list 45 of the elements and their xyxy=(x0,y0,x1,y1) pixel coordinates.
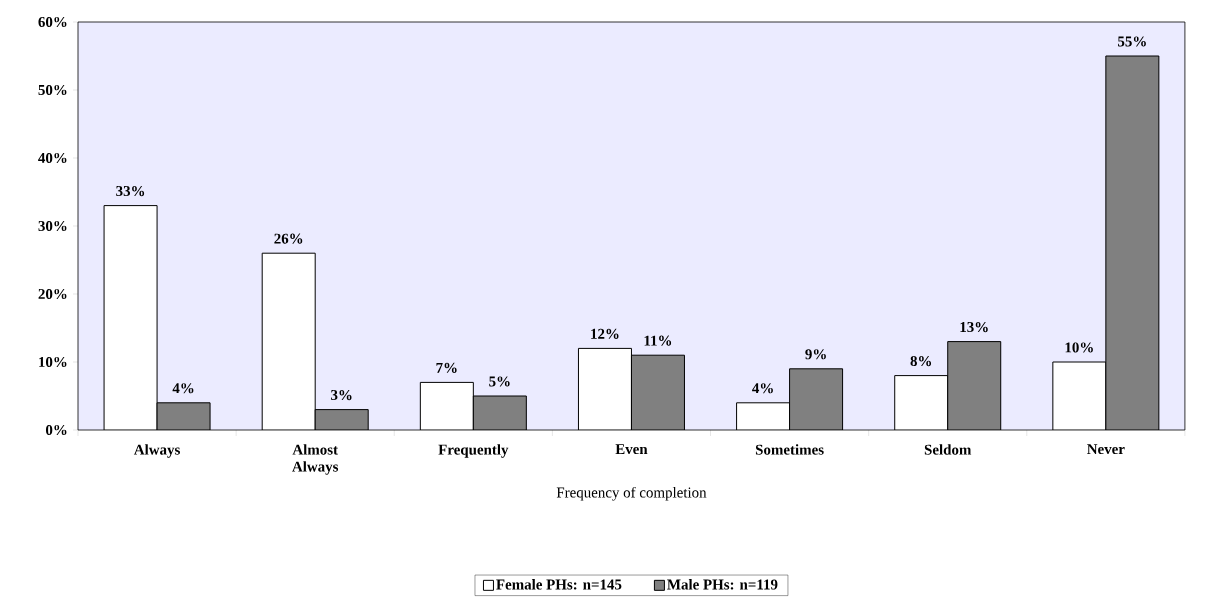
bar xyxy=(156,402,211,430)
bar xyxy=(314,409,369,430)
data-label: 4% xyxy=(172,383,194,394)
x-axis-title: Frequency of completion xyxy=(556,486,707,501)
bar xyxy=(736,402,791,430)
x-tick-label: Seldom xyxy=(924,444,972,455)
bar xyxy=(420,382,474,430)
bar xyxy=(789,368,844,430)
data-label: 13% xyxy=(960,321,988,333)
y-tick-label: 10% xyxy=(39,356,67,368)
bar xyxy=(1052,361,1107,430)
bar xyxy=(1105,55,1160,430)
data-label: 9% xyxy=(805,349,826,360)
y-tick-label: 30% xyxy=(38,220,67,232)
bar xyxy=(894,375,949,430)
x-tick-label: Always xyxy=(133,444,180,458)
legend-label: Male PHs: n=119 xyxy=(667,579,778,590)
data-label: 8% xyxy=(910,355,932,367)
legend-label: Female PHs: n=145 xyxy=(496,579,622,590)
data-label: 26% xyxy=(274,233,303,244)
y-tick-label: 0% xyxy=(45,424,67,436)
y-tick-label: 60% xyxy=(38,16,67,28)
data-label: 11% xyxy=(644,335,672,346)
bar xyxy=(577,347,632,430)
x-tick-label: Never xyxy=(1087,444,1125,455)
x-tick-label: Even xyxy=(615,444,648,455)
x-tick-label: Almost Always xyxy=(292,444,339,475)
data-label: 10% xyxy=(1065,342,1093,353)
bar xyxy=(103,205,158,430)
bar xyxy=(947,341,1002,430)
data-label: 5% xyxy=(489,376,510,387)
data-label: 4% xyxy=(752,383,773,394)
bar xyxy=(261,252,316,430)
x-tick-label: Frequently xyxy=(438,444,509,458)
data-label: 7% xyxy=(436,362,457,373)
data-label: 3% xyxy=(331,389,352,401)
y-tick-label: 50% xyxy=(38,84,67,96)
x-tick-label: Sometimes xyxy=(755,444,824,455)
data-label: 55% xyxy=(1118,36,1146,47)
y-tick-label: 20% xyxy=(38,288,67,300)
bar xyxy=(630,354,685,430)
data-label: 33% xyxy=(116,185,145,197)
y-tick-label: 40% xyxy=(38,152,67,164)
data-label: 12% xyxy=(591,328,619,339)
bar xyxy=(473,396,527,430)
